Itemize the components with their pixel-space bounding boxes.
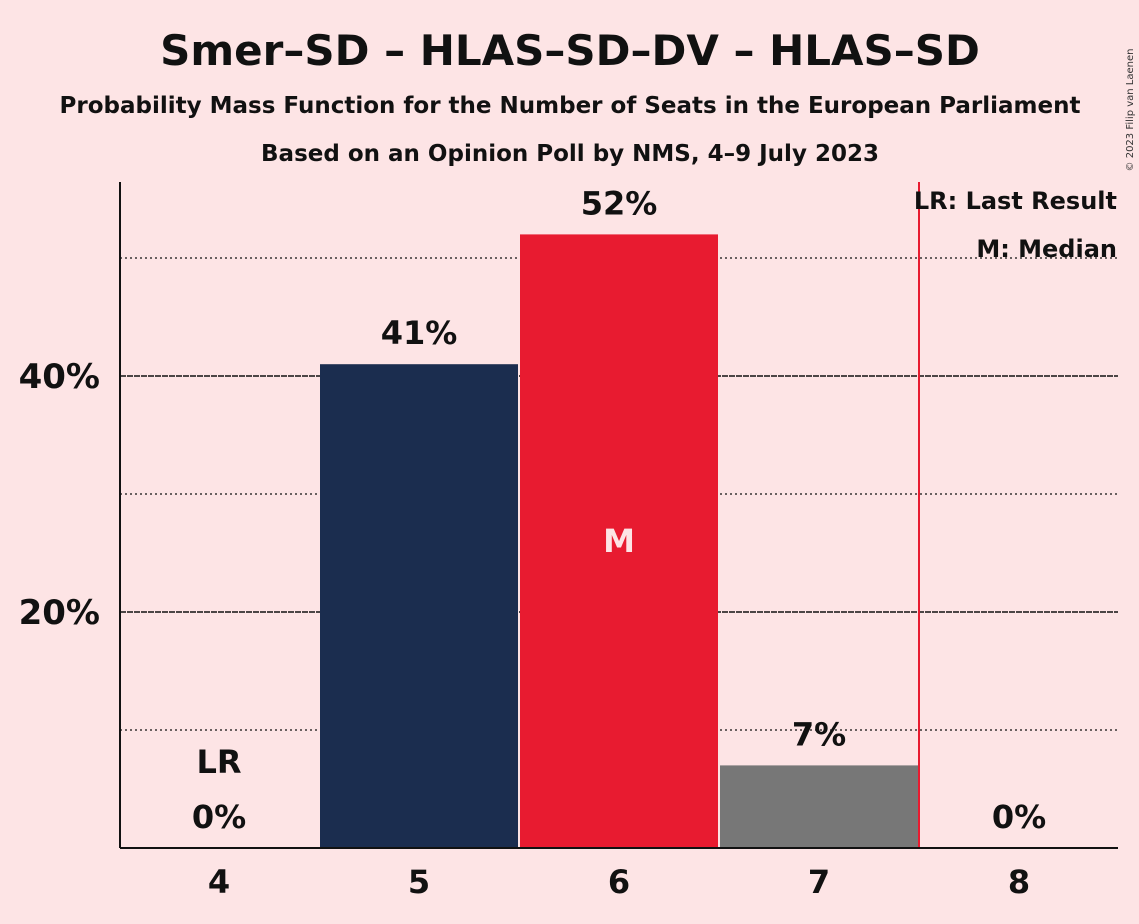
copyright-note: © 2023 Filip van Laenen (1125, 49, 1136, 172)
y-tick-label: 40% (19, 357, 100, 397)
x-tick-label: 4 (208, 863, 230, 901)
bar-labels: 0% LR 41% 52% M 7% 0% (192, 184, 1046, 836)
axes: 20% 40% 4 5 6 7 8 (19, 182, 1118, 901)
legend-last-result: LR: Last Result (914, 187, 1117, 215)
bar-value-label: 52% (581, 184, 658, 222)
median-mark: M (603, 522, 635, 560)
bar-value-label: 7% (792, 715, 846, 753)
bar (520, 234, 718, 848)
legend-median: M: Median (976, 235, 1117, 263)
bar (320, 364, 518, 848)
x-tick-label: 7 (808, 863, 830, 901)
last-result-mark: LR (196, 743, 241, 781)
chart-subtitle: Probability Mass Function for the Number… (60, 93, 1081, 119)
x-tick-label: 5 (408, 863, 430, 901)
bars (320, 234, 918, 848)
chart-title: Smer–SD – HLAS–SD–DV – HLAS–SD (160, 26, 980, 75)
bar (720, 765, 918, 848)
bar-value-label: 0% (992, 798, 1046, 836)
bar-value-label: 0% (192, 798, 246, 836)
y-tick-label: 20% (19, 593, 100, 633)
x-tick-label: 6 (608, 863, 630, 901)
bar-value-label: 41% (381, 314, 458, 352)
chart-subtitle-poll: Based on an Opinion Poll by NMS, 4–9 Jul… (261, 141, 879, 167)
x-tick-label: 8 (1008, 863, 1030, 901)
